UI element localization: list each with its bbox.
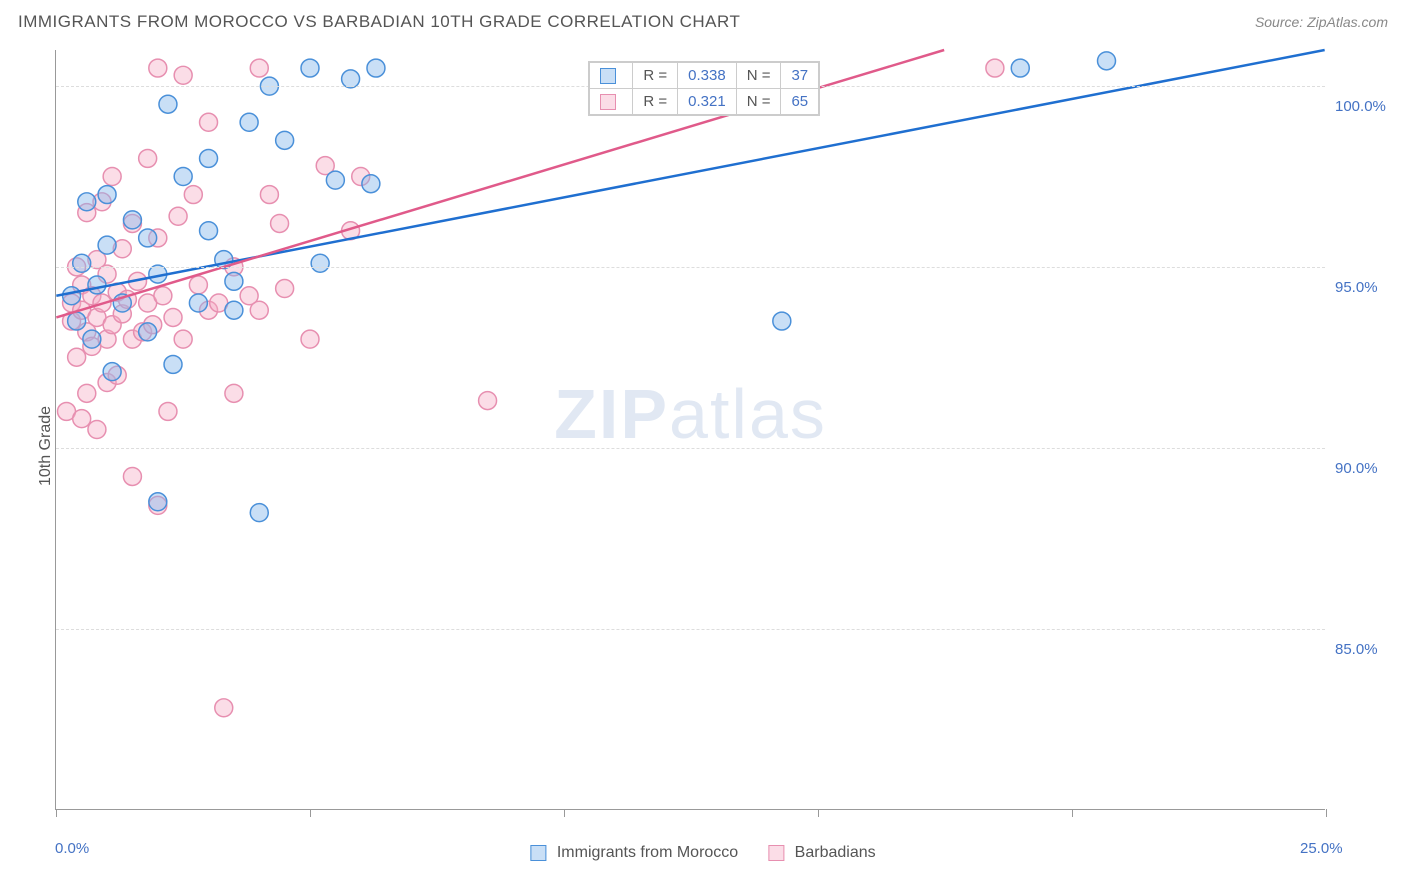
scatter-point: [225, 301, 243, 319]
scatter-point: [164, 355, 182, 373]
y-tick-label: 95.0%: [1335, 279, 1378, 296]
scatter-point: [78, 193, 96, 211]
scatter-point: [367, 59, 385, 77]
scatter-point: [200, 149, 218, 167]
scatter-point: [83, 330, 101, 348]
scatter-point: [68, 348, 86, 366]
x-tick: [564, 809, 565, 817]
n-label: N =: [736, 89, 781, 115]
n-value: 37: [781, 63, 819, 89]
scatter-point: [139, 149, 157, 167]
gridline-h: [56, 267, 1325, 268]
scatter-point: [1011, 59, 1029, 77]
scatter-point: [98, 236, 116, 254]
legend-item-1: Immigrants from Morocco: [530, 844, 738, 862]
x-tick-label: 25.0%: [1300, 840, 1343, 857]
scatter-point: [240, 113, 258, 131]
scatter-point: [103, 168, 121, 186]
scatter-point: [326, 171, 344, 189]
scatter-point: [479, 392, 497, 410]
scatter-point: [311, 254, 329, 272]
source-label: Source: ZipAtlas.com: [1255, 14, 1388, 30]
y-axis-label: 10th Grade: [37, 406, 55, 486]
scatter-point: [149, 59, 167, 77]
r-value: 0.321: [678, 89, 737, 115]
legend-swatch: [600, 68, 616, 84]
scatter-point: [260, 186, 278, 204]
n-label: N =: [736, 63, 781, 89]
r-label: R =: [633, 89, 678, 115]
scatter-point: [73, 410, 91, 428]
x-tick: [310, 809, 311, 817]
scatter-point: [200, 222, 218, 240]
x-tick: [1072, 809, 1073, 817]
legend-item-2: Barbadians: [768, 844, 875, 862]
r-label: R =: [633, 63, 678, 89]
scatter-point: [271, 214, 289, 232]
scatter-point: [276, 131, 294, 149]
scatter-point: [149, 493, 167, 511]
scatter-point: [1098, 52, 1116, 70]
legend-swatch: [600, 94, 616, 110]
scatter-point: [986, 59, 1004, 77]
title-bar: IMMIGRANTS FROM MOROCCO VS BARBADIAN 10T…: [18, 12, 1388, 32]
plot-area: ZIPatlas: [55, 50, 1325, 810]
bottom-legend: Immigrants from Morocco Barbadians: [530, 844, 875, 862]
scatter-point: [225, 384, 243, 402]
scatter-point: [78, 384, 96, 402]
x-tick-label: 0.0%: [55, 840, 89, 857]
scatter-point: [250, 301, 268, 319]
scatter-point: [88, 276, 106, 294]
scatter-point: [250, 504, 268, 522]
scatter-point: [276, 280, 294, 298]
x-tick: [818, 809, 819, 817]
y-tick-label: 85.0%: [1335, 641, 1378, 658]
scatter-point: [301, 59, 319, 77]
x-tick: [1326, 809, 1327, 817]
scatter-point: [362, 175, 380, 193]
scatter-point: [773, 312, 791, 330]
scatter-point: [159, 402, 177, 420]
legend-label-1: Immigrants from Morocco: [557, 844, 738, 861]
chart-svg: [56, 50, 1325, 809]
scatter-point: [189, 276, 207, 294]
scatter-point: [174, 168, 192, 186]
scatter-point: [139, 229, 157, 247]
scatter-point: [154, 287, 172, 305]
scatter-point: [159, 95, 177, 113]
correlation-legend: R = 0.338 N = 37 R = 0.321 N = 65: [588, 61, 820, 116]
n-value: 65: [781, 89, 819, 115]
scatter-point: [98, 186, 116, 204]
r-value: 0.338: [678, 63, 737, 89]
gridline-h: [56, 629, 1325, 630]
scatter-point: [301, 330, 319, 348]
scatter-point: [68, 312, 86, 330]
scatter-point: [215, 699, 233, 717]
scatter-point: [123, 467, 141, 485]
scatter-point: [103, 363, 121, 381]
scatter-point: [200, 113, 218, 131]
scatter-point: [225, 272, 243, 290]
scatter-point: [123, 211, 141, 229]
scatter-point: [169, 207, 187, 225]
scatter-point: [184, 186, 202, 204]
scatter-point: [63, 287, 81, 305]
y-tick-label: 100.0%: [1335, 98, 1386, 115]
y-tick-label: 90.0%: [1335, 460, 1378, 477]
scatter-point: [189, 294, 207, 312]
scatter-point: [174, 330, 192, 348]
chart-title: IMMIGRANTS FROM MOROCCO VS BARBADIAN 10T…: [18, 12, 740, 32]
x-tick: [56, 809, 57, 817]
legend-label-2: Barbadians: [795, 844, 876, 861]
scatter-point: [250, 59, 268, 77]
gridline-h: [56, 448, 1325, 449]
scatter-point: [139, 323, 157, 341]
scatter-point: [164, 308, 182, 326]
scatter-point: [88, 421, 106, 439]
legend-swatch-2: [768, 845, 784, 861]
legend-swatch-1: [530, 845, 546, 861]
scatter-point: [174, 66, 192, 84]
scatter-point: [73, 254, 91, 272]
